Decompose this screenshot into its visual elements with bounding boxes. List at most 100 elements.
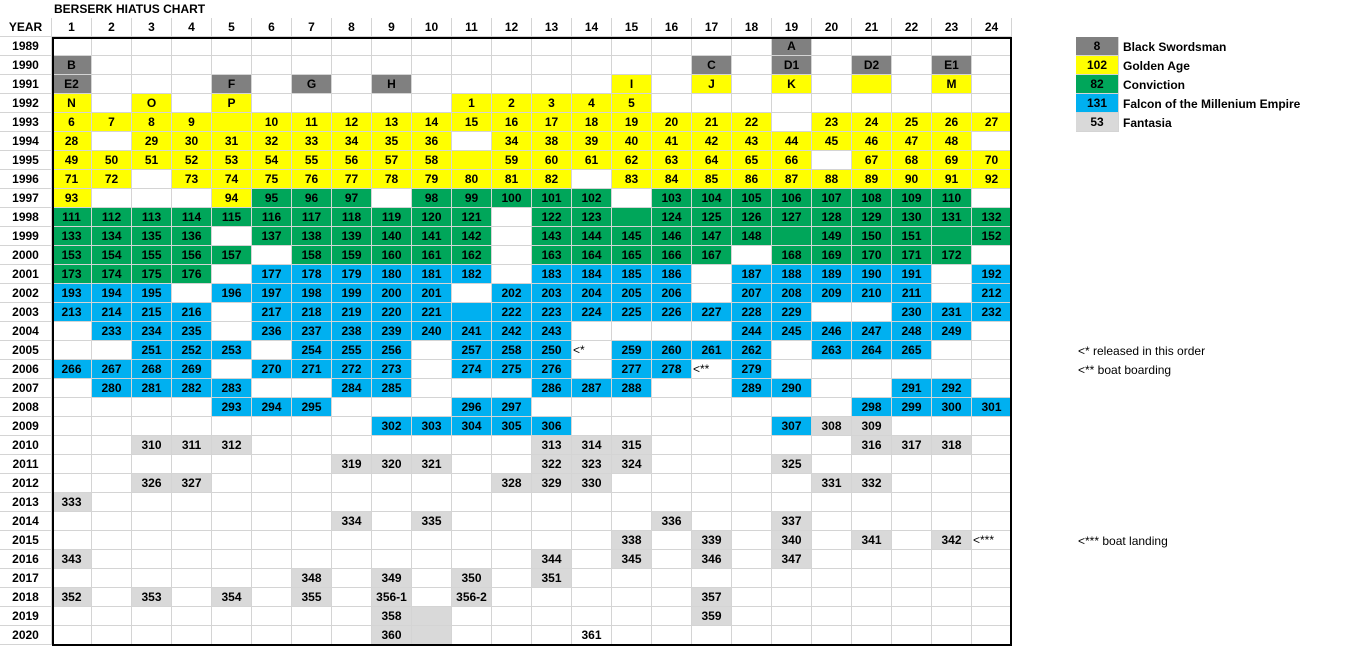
chapter-cell[interactable] <box>252 75 292 94</box>
chapter-cell[interactable] <box>452 379 492 398</box>
chapter-cell[interactable] <box>732 94 772 113</box>
chapter-cell[interactable]: 165 <box>612 246 652 265</box>
year-header[interactable]: YEAR <box>0 18 52 37</box>
chapter-cell[interactable] <box>132 531 172 550</box>
chapter-cell[interactable]: 170 <box>852 246 892 265</box>
chapter-cell[interactable] <box>572 170 612 189</box>
chapter-cell[interactable] <box>692 94 732 113</box>
year-cell[interactable]: 1994 <box>0 132 52 151</box>
chapter-cell[interactable] <box>132 75 172 94</box>
chapter-cell[interactable]: 311 <box>172 436 212 455</box>
chapter-cell[interactable]: 11 <box>292 113 332 132</box>
chapter-cell[interactable] <box>92 189 132 208</box>
chapter-cell[interactable]: 301 <box>972 398 1012 417</box>
chapter-cell[interactable] <box>612 398 652 417</box>
chapter-cell[interactable]: 161 <box>412 246 452 265</box>
chapter-cell[interactable]: 63 <box>652 151 692 170</box>
chapter-cell[interactable]: 318 <box>932 436 972 455</box>
chapter-cell[interactable] <box>692 322 732 341</box>
chapter-cell[interactable] <box>92 607 132 626</box>
chapter-cell[interactable]: 213 <box>52 303 92 322</box>
chapter-cell[interactable]: 160 <box>372 246 412 265</box>
chapter-cell[interactable]: 40 <box>612 132 652 151</box>
chapter-cell[interactable] <box>692 379 732 398</box>
chapter-cell[interactable]: 22 <box>732 113 772 132</box>
chapter-cell[interactable]: 342 <box>932 531 972 550</box>
chapter-cell[interactable] <box>372 398 412 417</box>
chapter-cell[interactable] <box>612 208 652 227</box>
chapter-cell[interactable] <box>292 436 332 455</box>
chapter-cell[interactable] <box>652 588 692 607</box>
chapter-cell[interactable] <box>252 379 292 398</box>
chapter-cell[interactable]: 235 <box>172 322 212 341</box>
chapter-cell[interactable]: 75 <box>252 170 292 189</box>
chapter-cell[interactable] <box>852 626 892 645</box>
chapter-cell[interactable] <box>252 626 292 645</box>
chapter-cell[interactable] <box>372 56 412 75</box>
chapter-cell[interactable]: 109 <box>892 189 932 208</box>
issue-column-header[interactable]: 11 <box>452 18 492 37</box>
issue-column-header[interactable]: 23 <box>932 18 972 37</box>
chapter-cell[interactable] <box>772 607 812 626</box>
chapter-cell[interactable] <box>692 569 732 588</box>
chapter-cell[interactable] <box>892 56 932 75</box>
chapter-cell[interactable]: 324 <box>612 455 652 474</box>
chapter-cell[interactable] <box>92 455 132 474</box>
chapter-cell[interactable]: 227 <box>692 303 732 322</box>
chapter-cell[interactable]: 182 <box>452 265 492 284</box>
chapter-cell[interactable]: 117 <box>292 208 332 227</box>
chapter-cell[interactable]: 142 <box>452 227 492 246</box>
chapter-cell[interactable]: 290 <box>772 379 812 398</box>
chapter-cell[interactable]: 209 <box>812 284 852 303</box>
chapter-cell[interactable] <box>652 569 692 588</box>
chapter-cell[interactable] <box>652 607 692 626</box>
chapter-cell[interactable]: 1 <box>452 94 492 113</box>
year-cell[interactable]: 2001 <box>0 265 52 284</box>
chapter-cell[interactable]: 313 <box>532 436 572 455</box>
chapter-cell[interactable]: 202 <box>492 284 532 303</box>
chapter-cell[interactable] <box>852 493 892 512</box>
issue-column-header[interactable]: 8 <box>332 18 372 37</box>
chapter-cell[interactable]: 23 <box>812 113 852 132</box>
chapter-cell[interactable]: 230 <box>892 303 932 322</box>
chapter-cell[interactable] <box>932 569 972 588</box>
chapter-cell[interactable]: 329 <box>532 474 572 493</box>
year-cell[interactable]: 2014 <box>0 512 52 531</box>
chapter-cell[interactable] <box>172 607 212 626</box>
year-cell[interactable]: 1990 <box>0 56 52 75</box>
chapter-cell[interactable] <box>892 455 932 474</box>
chapter-cell[interactable]: 12 <box>332 113 372 132</box>
chapter-cell[interactable] <box>652 37 692 56</box>
chapter-cell[interactable] <box>452 75 492 94</box>
chapter-cell[interactable]: 341 <box>852 531 892 550</box>
chapter-cell[interactable] <box>492 512 532 531</box>
chapter-cell[interactable] <box>932 341 972 360</box>
chapter-cell[interactable] <box>252 607 292 626</box>
chapter-cell[interactable] <box>252 436 292 455</box>
chapter-cell[interactable] <box>252 341 292 360</box>
chapter-cell[interactable] <box>572 512 612 531</box>
issue-column-header[interactable]: 14 <box>572 18 612 37</box>
chapter-cell[interactable] <box>412 626 452 645</box>
chapter-cell[interactable]: 252 <box>172 341 212 360</box>
chapter-cell[interactable]: 172 <box>932 246 972 265</box>
chapter-cell[interactable]: 228 <box>732 303 772 322</box>
chapter-cell[interactable]: 134 <box>92 227 132 246</box>
chapter-cell[interactable]: P <box>212 94 252 113</box>
chapter-cell[interactable]: 33 <box>292 132 332 151</box>
chapter-cell[interactable] <box>172 550 212 569</box>
chapter-cell[interactable]: 104 <box>692 189 732 208</box>
chapter-cell[interactable]: 83 <box>612 170 652 189</box>
footnote-marker[interactable]: <** <box>692 360 732 379</box>
chapter-cell[interactable]: 86 <box>732 170 772 189</box>
chapter-cell[interactable] <box>812 569 852 588</box>
chapter-cell[interactable]: 97 <box>332 189 372 208</box>
chapter-cell[interactable] <box>412 531 452 550</box>
chapter-cell[interactable]: 181 <box>412 265 452 284</box>
year-cell[interactable]: 2010 <box>0 436 52 455</box>
chapter-cell[interactable]: 253 <box>212 341 252 360</box>
chapter-cell[interactable]: 164 <box>572 246 612 265</box>
chapter-cell[interactable] <box>732 436 772 455</box>
issue-column-header[interactable]: 21 <box>852 18 892 37</box>
chapter-cell[interactable]: 332 <box>852 474 892 493</box>
